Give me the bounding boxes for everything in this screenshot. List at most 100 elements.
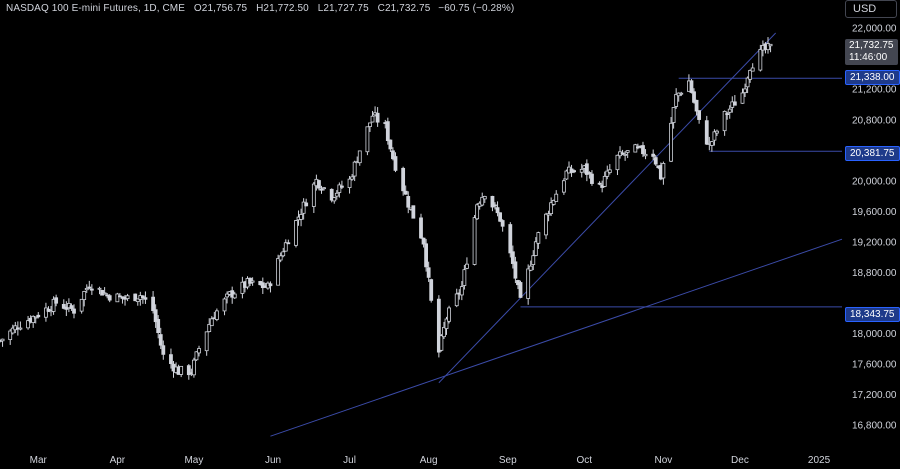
candle: [490, 195, 495, 212]
candle-body: [214, 310, 219, 320]
candle: [89, 284, 94, 295]
candle-body: [625, 150, 630, 153]
time-axis[interactable]: Mar Apr May Jun Jul Aug Sep Oct Nov Dec 2025: [30, 455, 831, 466]
candle: [669, 117, 673, 163]
candle: [375, 107, 380, 127]
candle-body: [286, 242, 291, 245]
candle-body: [419, 217, 423, 239]
level-tag-18343[interactable]: 18,343.75: [845, 307, 900, 322]
candle: [319, 185, 324, 194]
candle: [661, 161, 666, 185]
time-tick-label: May: [184, 455, 203, 466]
time-tick-label: Dec: [731, 455, 749, 466]
candle: [337, 182, 342, 198]
candle: [513, 256, 518, 284]
candle-body: [462, 269, 467, 286]
candle-body: [597, 182, 602, 185]
candle: [135, 298, 140, 306]
trendline-1[interactable]: [438, 32, 777, 384]
candle: [286, 239, 291, 245]
candle-body: [385, 121, 390, 142]
price-tick-label: 17,600.00: [852, 360, 897, 371]
currency-button[interactable]: USD: [845, 0, 897, 18]
candle-body: [518, 282, 523, 298]
candle-body: [54, 297, 59, 304]
candle-body: [153, 309, 158, 323]
candle-body: [643, 153, 648, 157]
candle: [510, 245, 515, 269]
candle-body: [482, 196, 487, 200]
candle-body: [322, 187, 326, 190]
candle-body: [0, 338, 5, 342]
candle-body: [406, 196, 411, 208]
candle-body: [704, 120, 709, 145]
candle-body: [459, 286, 464, 296]
candle: [340, 180, 344, 190]
candle: [352, 160, 357, 182]
candle: [97, 286, 102, 295]
candle-body: [421, 237, 426, 245]
candle: [87, 280, 92, 290]
high-value: 21,772.50: [263, 3, 309, 14]
candle: [332, 196, 337, 204]
candle: [385, 117, 390, 145]
candle: [692, 88, 696, 104]
candle: [546, 210, 551, 222]
candle-body: [294, 220, 298, 246]
candle-body: [299, 214, 303, 220]
time-tick-label: Jul: [343, 455, 356, 466]
candle: [498, 212, 502, 223]
candle: [633, 143, 638, 153]
candle: [518, 280, 523, 298]
candle: [209, 316, 214, 327]
candle-body: [572, 170, 576, 173]
candle-body: [526, 268, 531, 299]
candle-body: [370, 115, 375, 123]
candle: [64, 301, 69, 317]
candle-body: [301, 201, 306, 214]
candle-body: [732, 101, 737, 106]
candle-body: [232, 293, 237, 299]
candle: [44, 302, 48, 322]
price-tick-label: 22,000.00: [852, 24, 897, 35]
candle-body: [97, 287, 102, 290]
candle: [480, 192, 485, 207]
candle: [712, 129, 717, 146]
candle: [401, 166, 406, 196]
candle-body: [44, 307, 48, 318]
trendline-0[interactable]: [270, 238, 843, 437]
candle-body: [633, 144, 638, 153]
candle-body: [225, 293, 229, 298]
candle-body: [495, 207, 500, 214]
candle: [329, 188, 334, 203]
level-tag-21338[interactable]: 21,338.00: [845, 70, 900, 85]
level-tag-20381[interactable]: 20,381.75: [845, 146, 900, 161]
close-value: 21,732.75: [384, 3, 431, 14]
candle-body: [615, 154, 620, 171]
candle: [421, 237, 426, 248]
candle-body: [194, 351, 199, 361]
candle: [590, 170, 594, 186]
price-axis[interactable]: 16,800.00 17,200.00 17,600.00 18,000.00 18,8…: [852, 24, 897, 432]
candle: [561, 178, 566, 195]
candle: [564, 169, 569, 181]
candle: [107, 294, 112, 303]
candle: [140, 295, 145, 304]
candle-body: [429, 279, 434, 301]
candle-body: [498, 212, 502, 222]
time-tick-label: 2025: [808, 455, 831, 466]
candle: [281, 247, 286, 258]
last-price-value: 21,732.75: [849, 40, 894, 51]
price-tick-label: 16,800.00: [852, 421, 897, 432]
candle-body: [347, 178, 352, 188]
candle: [459, 281, 464, 301]
candle: [158, 327, 163, 349]
candle: [391, 147, 395, 161]
candle: [304, 198, 309, 207]
open-label: O: [193, 3, 202, 14]
candle: [347, 175, 352, 194]
candle: [436, 295, 441, 358]
candle-body: [278, 255, 283, 261]
candle-body: [436, 298, 441, 353]
